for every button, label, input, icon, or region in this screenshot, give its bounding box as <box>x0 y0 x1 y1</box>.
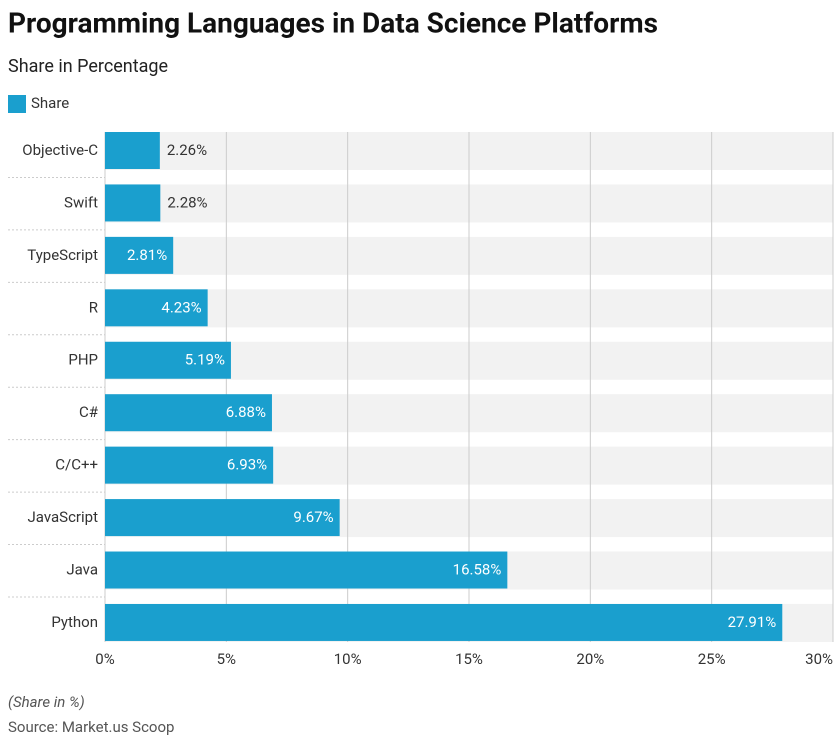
footnote: (Share in %) <box>8 693 85 711</box>
value-label: 2.26% <box>167 141 207 159</box>
bar <box>105 446 274 484</box>
y-tick-label: C# <box>79 403 99 421</box>
bar <box>105 499 340 537</box>
chart-subtitle: Share in Percentage <box>8 56 168 77</box>
bar <box>105 132 160 169</box>
bar <box>105 236 174 274</box>
value-label: 6.93% <box>227 456 267 474</box>
value-label: 9.67% <box>293 508 333 526</box>
y-tick-label: Python <box>51 613 98 631</box>
value-label: 4.23% <box>161 298 201 316</box>
y-tick-label: JavaScript <box>28 508 99 526</box>
bar <box>105 394 272 432</box>
y-tick-label: C/C++ <box>55 456 98 474</box>
x-tick-label: 0% <box>95 650 114 668</box>
y-tick-label: Java <box>66 560 98 578</box>
value-label: 5.19% <box>185 351 225 369</box>
y-tick-label: Swift <box>64 193 98 211</box>
chart-title: Programming Languages in Data Science Pl… <box>8 6 658 39</box>
y-tick-label: PHP <box>68 351 98 369</box>
bar <box>105 341 231 379</box>
bar <box>105 551 508 589</box>
y-tick-label: TypeScript <box>27 246 98 264</box>
x-tick-label: 10% <box>334 650 362 668</box>
x-tick-label: 30% <box>805 650 833 668</box>
legend-label: Share <box>31 94 69 112</box>
source: Source: Market.us Scoop <box>8 718 174 736</box>
value-label: 27.91% <box>728 613 777 631</box>
x-tick-label: 25% <box>698 650 726 668</box>
value-label: 2.81% <box>127 246 167 264</box>
y-tick-label: Objective-C <box>22 141 98 159</box>
value-label: 6.88% <box>226 403 266 421</box>
x-tick-label: 5% <box>217 650 236 668</box>
value-label: 2.28% <box>167 193 207 211</box>
bar <box>105 184 161 222</box>
bar <box>105 289 208 327</box>
legend-swatch <box>8 95 26 113</box>
bar <box>105 603 783 641</box>
x-tick-label: 15% <box>455 650 483 668</box>
value-label: 16.58% <box>453 560 502 578</box>
x-tick-label: 20% <box>576 650 604 668</box>
y-tick-label: R <box>89 298 98 316</box>
